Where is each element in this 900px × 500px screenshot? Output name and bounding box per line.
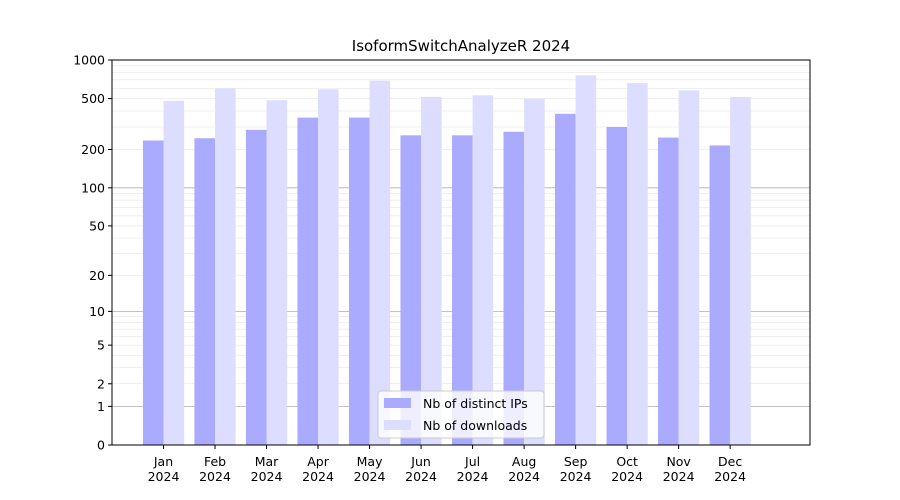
x-tick-label: Mar 2024 xyxy=(251,454,283,484)
bar-downloads-sep xyxy=(575,75,597,446)
bar-downloads-jun xyxy=(421,96,442,445)
bar-ips-apr xyxy=(297,117,319,445)
y-tick-label: 10 xyxy=(89,304,105,319)
bar-downloads-jan xyxy=(163,100,185,445)
bar-downloads-dec xyxy=(730,96,751,445)
legend-swatch-ips xyxy=(384,398,411,408)
y-tick-label: 100 xyxy=(81,180,105,195)
x-axis: Jan 2024 Feb 2024 Mar 2024 Apr 2024 May 2024 Jun 20… xyxy=(148,445,746,484)
y-tick-label: 200 xyxy=(81,142,105,157)
bar-downloads-oct xyxy=(627,83,648,446)
x-tick-label: Feb 2024 xyxy=(199,454,231,484)
bar-downloads-aug xyxy=(524,98,545,445)
bar-ips-may xyxy=(348,117,370,445)
bar-ips-oct xyxy=(606,126,628,445)
bar-downloads-feb xyxy=(215,88,236,445)
legend-swatch-downloads xyxy=(384,420,411,430)
bar-ips-feb xyxy=(194,138,216,446)
plot-frame xyxy=(111,59,811,446)
y-tick-label: 1 xyxy=(97,399,105,414)
bar-ips-jan xyxy=(142,140,164,445)
x-tick-label: Aug 2024 xyxy=(508,454,540,484)
y-tick-label: 50 xyxy=(89,218,105,233)
bar-downloads-mar xyxy=(266,100,288,445)
x-tick-label: Apr 2024 xyxy=(302,454,334,484)
x-tick-label: Jun 2024 xyxy=(405,454,437,484)
bar-downloads-jul xyxy=(472,95,494,445)
x-tick-label: Nov 2024 xyxy=(663,454,695,484)
legend-label-ips: Nb of distinct IPs xyxy=(423,396,528,411)
x-tick-label: May 2024 xyxy=(354,454,386,484)
chart-title: IsoformSwitchAnalyzeR 2024 xyxy=(352,37,570,55)
x-tick-label: Dec 2024 xyxy=(714,454,746,484)
bar-ips-sep xyxy=(555,113,576,445)
y-tick-label: 500 xyxy=(81,91,105,106)
bar-ips-mar xyxy=(245,129,267,446)
legend-label-downloads: Nb of downloads xyxy=(423,418,527,433)
legend-box xyxy=(377,390,545,439)
bar-ips-dec xyxy=(709,145,731,445)
y-tick-label: 1000 xyxy=(73,53,105,68)
bar-downloads-nov xyxy=(678,90,700,446)
bar-ips-jul xyxy=(451,135,473,445)
bars xyxy=(142,75,751,446)
bar-downloads-may xyxy=(369,80,391,445)
y-tick-label: 0 xyxy=(97,438,105,453)
x-tick-label: Jul 2024 xyxy=(457,454,489,484)
x-tick-label: Oct 2024 xyxy=(611,454,643,484)
y-tick-label: 20 xyxy=(89,268,105,283)
y-axis: 0 1 2 5 10 20 50 100 200 500 1000 xyxy=(73,53,112,453)
y-tick-label: 5 xyxy=(97,338,105,353)
x-tick-label: Sep 2024 xyxy=(560,454,592,484)
legend: Nb of distinct IPs Nb of downloads xyxy=(377,390,545,439)
bar-downloads-apr xyxy=(318,89,339,446)
x-tick-label: Jan 2024 xyxy=(148,454,180,484)
bar-ips-nov xyxy=(658,137,679,446)
y-tick-label: 2 xyxy=(97,376,105,391)
bar-ips-aug xyxy=(503,131,525,445)
bar-ips-jun xyxy=(400,135,422,445)
